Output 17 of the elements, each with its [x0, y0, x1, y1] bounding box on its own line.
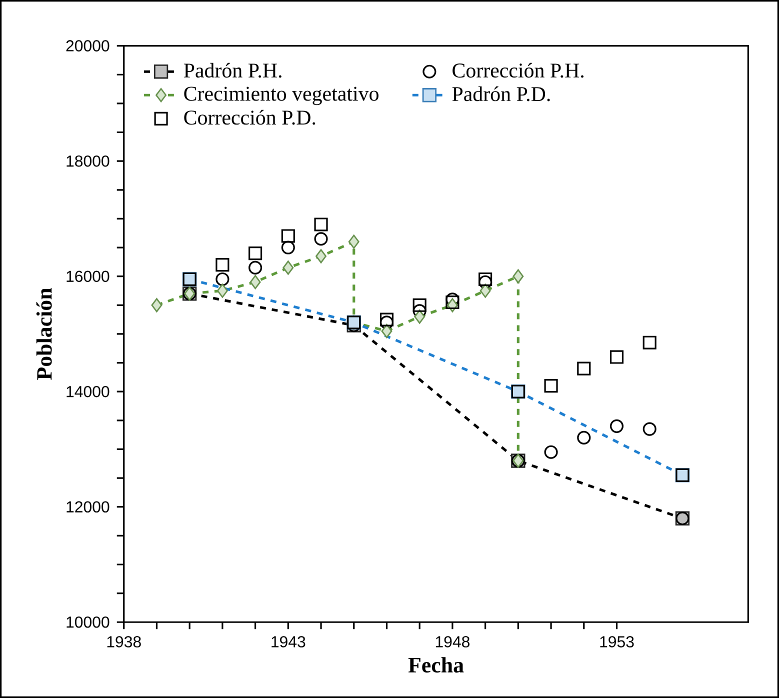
x-tick-label: 1943	[272, 636, 306, 648]
y-tick-label: 16000	[66, 270, 110, 282]
legend-label: Crecimiento vegetativo	[184, 86, 378, 106]
legend-label: Padrón P.D.	[452, 86, 550, 102]
legend-label: Padrón P.H.	[184, 62, 282, 78]
y-axis-title: Población	[36, 288, 52, 380]
x-tick-label: 1938	[107, 636, 141, 648]
y-tick-label: 20000	[66, 40, 110, 52]
x-axis-title: Fecha	[408, 657, 464, 673]
y-tick-label: 10000	[66, 616, 110, 628]
x-tick-label: 1953	[600, 636, 634, 648]
legend-label: Corrección P.H.	[452, 62, 584, 78]
legend-label: Corrección P.D.	[184, 110, 316, 125]
y-tick-label: 14000	[66, 386, 110, 398]
x-tick-label: 1948	[436, 636, 470, 648]
y-tick-label: 18000	[66, 155, 110, 167]
y-tick-label: 12000	[66, 501, 110, 513]
